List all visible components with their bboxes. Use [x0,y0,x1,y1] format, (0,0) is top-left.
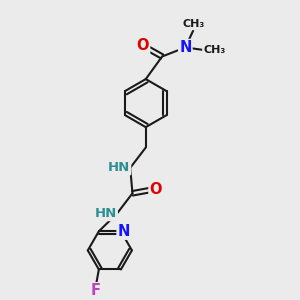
Text: O: O [137,38,149,53]
Text: HN: HN [108,161,130,174]
Text: HN: HN [95,207,117,220]
Text: N: N [118,224,130,239]
Text: F: F [91,283,101,298]
Text: CH₃: CH₃ [203,45,225,55]
Text: O: O [149,182,162,196]
Text: N: N [179,40,191,55]
Text: CH₃: CH₃ [182,19,204,29]
